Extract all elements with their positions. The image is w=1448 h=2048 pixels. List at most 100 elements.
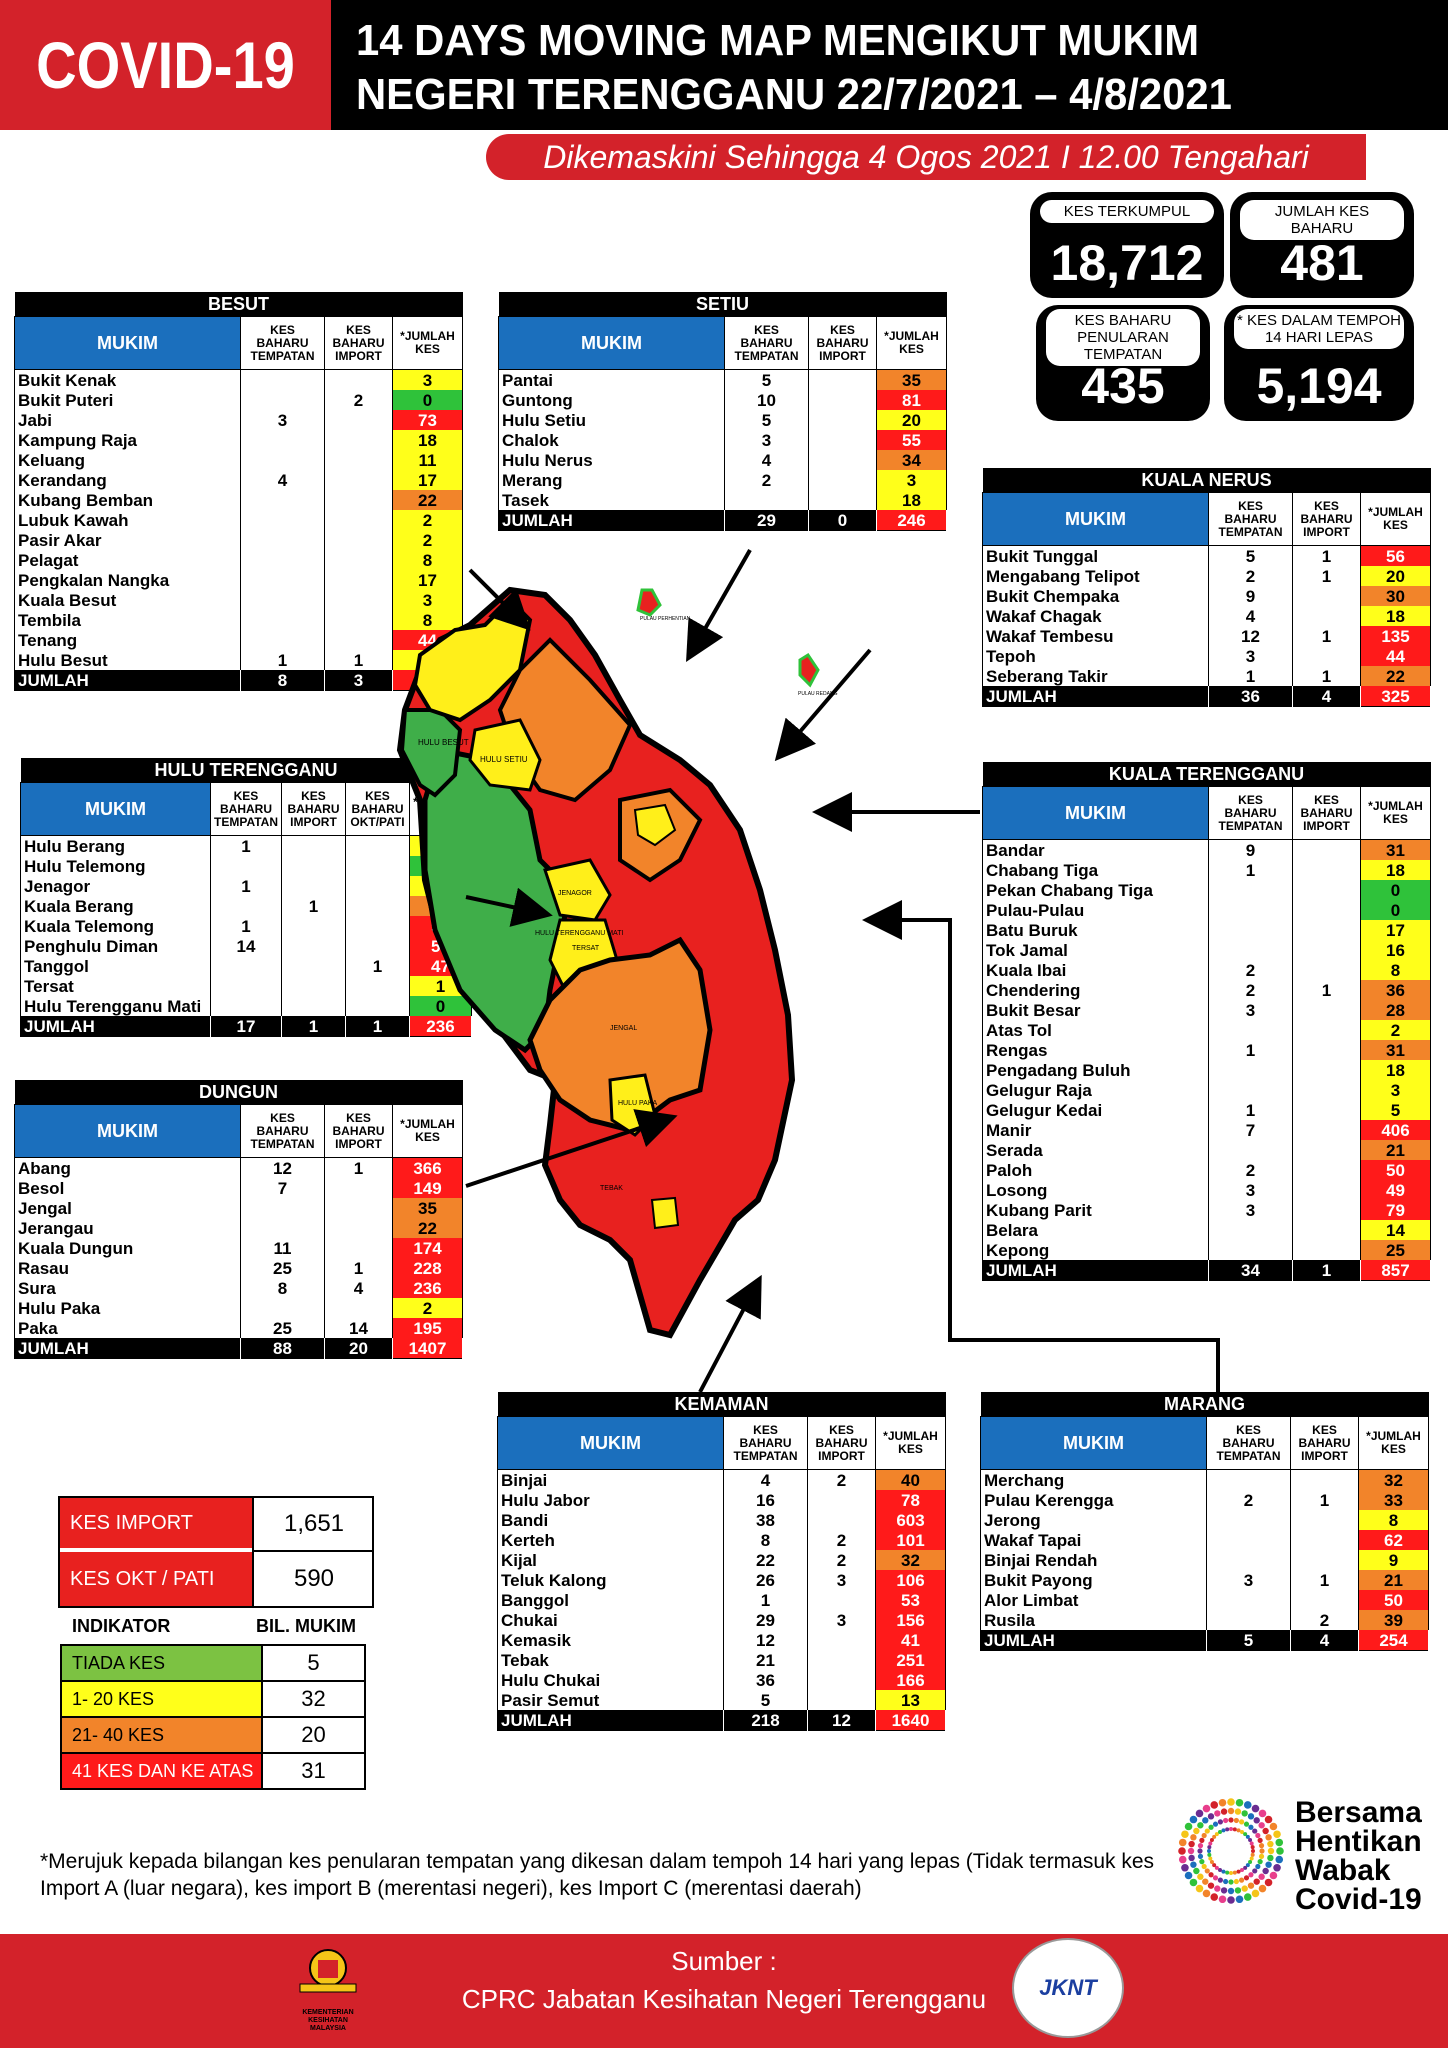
table-row: Jerong 8 — [980, 1510, 1429, 1530]
mukim-cell: Wakaf Tembesu — [982, 626, 1209, 646]
logo-dot — [1233, 1817, 1239, 1824]
logo-dot — [1202, 1889, 1211, 1898]
import-cell — [1292, 646, 1361, 666]
logo-dot — [1220, 1808, 1228, 1815]
column-header-tempatan: KES BAHARU TEMPATAN — [240, 316, 325, 370]
table-row: Kemasik 12 41 — [497, 1630, 946, 1650]
tempatan-cell: 29 — [723, 1610, 808, 1630]
mukim-cell: Hulu Berang — [20, 835, 211, 856]
logo-dot — [1269, 1871, 1278, 1880]
tempatan-cell — [210, 856, 282, 876]
tempatan-cell — [1208, 880, 1293, 900]
jumlah-cell: 20 — [1360, 566, 1431, 586]
column-header-jumlah: *JUMLAH KES — [876, 316, 947, 370]
legend-label: TIADA KES — [60, 1644, 263, 1682]
stat-label: KES TERKUMPUL — [1040, 200, 1214, 223]
import-cell — [324, 490, 393, 510]
mukim-cell: Hulu Telemong — [20, 856, 211, 876]
column-header-import: KES BAHARU IMPORT — [1290, 1416, 1359, 1470]
logo-dot — [1227, 1896, 1235, 1904]
import-cell — [281, 956, 346, 976]
mukim-cell: Alor Limbat — [980, 1590, 1207, 1610]
table-row: Kijal 22 2 32 — [497, 1550, 946, 1570]
jumlah-cell: 35 — [392, 1198, 463, 1218]
logo-dot — [1243, 1893, 1252, 1901]
tempatan-cell: 36 — [723, 1670, 808, 1690]
table-row: Kuala Besut 3 — [14, 590, 463, 610]
map-pulau-perhentian — [636, 588, 662, 617]
import-cell — [808, 390, 877, 410]
table-row: Manir 7 406 — [982, 1120, 1431, 1140]
tempatan-cell: 88 — [240, 1338, 325, 1359]
import-cell — [281, 916, 346, 936]
column-header-import: KES BAHARU IMPORT — [1292, 492, 1361, 546]
map-kt-center — [633, 803, 677, 847]
import-cell: 1 — [324, 650, 393, 670]
source-label: Sumber : — [671, 1946, 777, 1976]
logo-dot — [1184, 1822, 1193, 1831]
mukim-cell: Tanggol — [20, 956, 211, 976]
mukim-cell: Bandi — [497, 1510, 724, 1530]
jumlah-cell: 106 — [875, 1570, 946, 1590]
logo-dot — [1264, 1878, 1273, 1887]
import-cell: 1 — [324, 1157, 393, 1178]
tempatan-cell: 1 — [1208, 860, 1293, 880]
mukim-cell: Pulau-Pulau — [982, 900, 1209, 920]
column-header-tempatan: KES BAHARU TEMPATAN — [1208, 492, 1293, 546]
jumlah-cell: 3 — [392, 369, 463, 390]
table-row: Keluang 11 — [14, 450, 463, 470]
tempatan-cell: 3 — [1208, 1200, 1293, 1220]
logo-dot — [1184, 1871, 1193, 1880]
district-title: KUALA NERUS — [982, 468, 1431, 493]
table-row: Batu Buruk 17 — [982, 920, 1431, 940]
import-cell — [808, 369, 877, 390]
mukim-cell: Mengabang Telipot — [982, 566, 1209, 586]
logo-dot — [1248, 1838, 1253, 1842]
jumlah-cell: 135 — [1360, 626, 1431, 646]
table-row: Pekan Chabang Tiga 0 — [982, 880, 1431, 900]
table-row: Tebak 21 251 — [497, 1650, 946, 1670]
logo-dot — [1178, 1847, 1186, 1855]
logo-dot — [1234, 1808, 1242, 1815]
mukim-cell: Kubang Bemban — [14, 490, 241, 510]
tempatan-cell: 9 — [1208, 839, 1293, 860]
column-header-tempatan: KES BAHARU TEMPATAN — [1206, 1416, 1291, 1470]
logo-dot — [1207, 1849, 1211, 1853]
tempatan-cell — [240, 369, 325, 390]
import-cell — [1290, 1590, 1359, 1610]
table-row: Pelagat 8 — [14, 550, 463, 570]
jumlah-cell: 18 — [1360, 1060, 1431, 1080]
table-row: Binjai Rendah 9 — [980, 1550, 1429, 1570]
campaign-line: Wabak — [1295, 1854, 1391, 1887]
table-row: Pengkalan Nangka 17 — [14, 570, 463, 590]
import-cell — [324, 1238, 393, 1258]
mukim-cell: Batu Buruk — [982, 920, 1209, 940]
mukim-cell: Jenagor — [20, 876, 211, 896]
logo-dot — [1181, 1863, 1189, 1872]
jumlah-cell: 41 — [875, 1630, 946, 1650]
table-row: Kepong 25 — [982, 1240, 1431, 1260]
mukim-cell: Paloh — [982, 1160, 1209, 1180]
logo-dot — [1234, 1887, 1242, 1894]
tempatan-cell — [1206, 1510, 1291, 1530]
logo-dot — [1212, 1834, 1217, 1839]
logo-dot — [1243, 1801, 1252, 1809]
mukim-cell: Serada — [982, 1140, 1209, 1160]
table-total-row: JUMLAH 29 0 246 — [498, 510, 947, 531]
logo-dot — [1251, 1849, 1255, 1853]
table-row: Tok Jamal 16 — [982, 940, 1431, 960]
table-row: Pulau-Pulau 0 — [982, 900, 1431, 920]
jumlah-cell: 33 — [1358, 1490, 1429, 1510]
mukim-cell: JUMLAH — [980, 1630, 1207, 1651]
jumlah-cell: 31 — [1360, 839, 1431, 860]
mukim-cell: Chukai — [497, 1610, 724, 1630]
tempatan-cell: 2 — [724, 470, 809, 490]
map-label-hulu-paka: HULU PAKA — [618, 1100, 657, 1107]
mukim-cell: Manir — [982, 1120, 1209, 1140]
mukim-cell: Kuala Besut — [14, 590, 241, 610]
logo-dot — [1253, 1817, 1260, 1824]
import-cell — [1292, 1140, 1361, 1160]
logo-dot — [1239, 1819, 1245, 1825]
mukim-cell: Tasek — [498, 490, 725, 510]
import-cell — [324, 410, 393, 430]
